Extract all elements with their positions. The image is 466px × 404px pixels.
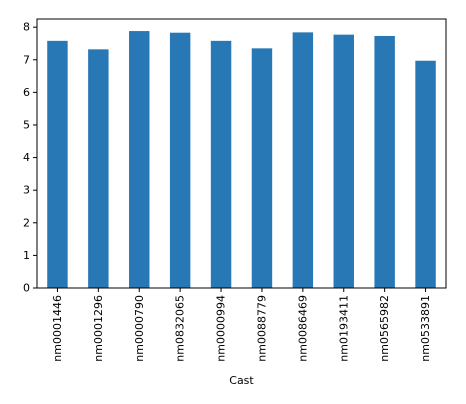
bar-nm0000790 bbox=[129, 31, 150, 289]
y-tick-label: 8 bbox=[23, 21, 30, 34]
y-tick-label: 3 bbox=[23, 184, 30, 197]
y-tick-label: 7 bbox=[23, 53, 30, 66]
bar-nm0533891 bbox=[415, 60, 436, 289]
x-axis-title: Cast bbox=[229, 374, 254, 387]
x-tick-label: nm0565982 bbox=[378, 295, 391, 362]
x-tick-label: nm0193411 bbox=[337, 295, 350, 362]
x-tick-label: nm0001446 bbox=[51, 295, 64, 362]
bar-nm0086469 bbox=[292, 32, 314, 288]
y-tick-label: 6 bbox=[23, 86, 30, 99]
y-tick-label: 1 bbox=[23, 249, 30, 262]
bar-nm0001446 bbox=[47, 40, 68, 288]
y-axis-ticks: 0 1 2 3 4 5 6 7 8 bbox=[23, 21, 37, 295]
bar-nm0193411 bbox=[333, 34, 354, 288]
x-tick-label: nm0000790 bbox=[133, 295, 146, 362]
plot-frame bbox=[36, 18, 447, 289]
y-tick-label: 4 bbox=[23, 151, 30, 164]
bar-nm0000994 bbox=[210, 40, 232, 288]
bar-nm0001296 bbox=[88, 49, 109, 288]
bars-group bbox=[47, 31, 436, 289]
x-tick-label: nm0086469 bbox=[296, 295, 309, 362]
x-axis-ticks: nm0001446 nm0001296 nm0000790 nm0832065 nm00… bbox=[51, 288, 432, 362]
bar-nm0088779 bbox=[251, 48, 273, 288]
bar-nm0832065 bbox=[169, 32, 191, 288]
y-tick-label: 2 bbox=[23, 216, 30, 229]
y-tick-label: 5 bbox=[23, 118, 30, 131]
x-tick-label: nm0832065 bbox=[174, 295, 187, 362]
x-tick-label: nm0088779 bbox=[255, 295, 268, 362]
x-tick-label: nm0533891 bbox=[419, 295, 432, 362]
y-tick-label: 0 bbox=[23, 282, 30, 295]
x-tick-label: nm0001296 bbox=[92, 295, 105, 362]
x-tick-label: nm0000994 bbox=[215, 295, 228, 362]
bar-nm0565982 bbox=[374, 35, 395, 288]
